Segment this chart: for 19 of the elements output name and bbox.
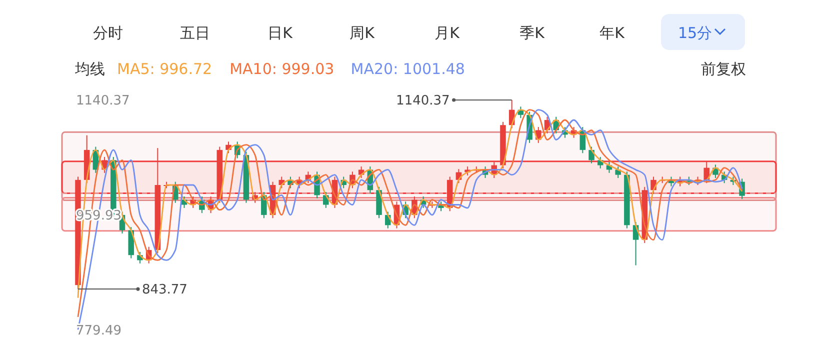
text: 周K bbox=[350, 24, 376, 42]
text: 分时 bbox=[93, 24, 123, 42]
text: MA20: 1001.48 bbox=[350, 60, 465, 78]
text: 季K bbox=[520, 24, 546, 42]
text: 日K bbox=[268, 24, 294, 42]
legend-title: 均线 bbox=[74, 60, 105, 78]
text: 年K bbox=[600, 24, 626, 42]
y-tick-label: 1140.37 bbox=[76, 94, 130, 109]
annotation: 843.77 bbox=[142, 282, 188, 298]
text: MA5: 996.72 bbox=[117, 60, 212, 78]
annotation: 1140.37 bbox=[396, 94, 450, 109]
candlestick bbox=[704, 160, 710, 184]
text: 前复权 bbox=[701, 60, 746, 78]
y-tick-label: 779.49 bbox=[76, 324, 122, 339]
text: 月K bbox=[434, 24, 461, 42]
text: MA10: 999.03 bbox=[230, 60, 334, 78]
text: 五日 bbox=[180, 24, 210, 42]
text: 15分 bbox=[678, 24, 712, 42]
candlestick bbox=[588, 146, 594, 164]
